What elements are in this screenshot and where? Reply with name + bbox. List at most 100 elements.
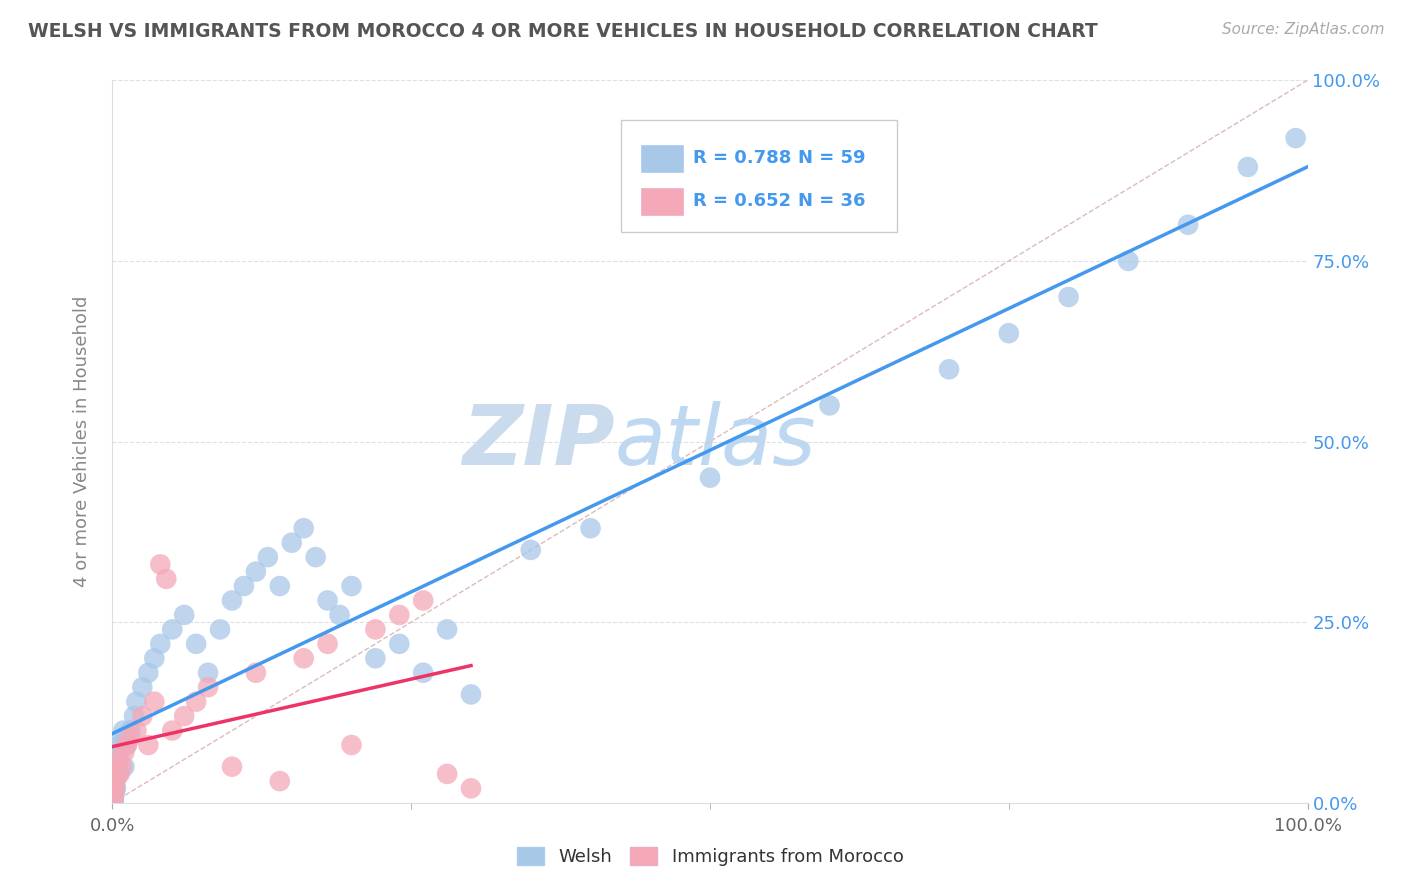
Point <box>412 593 434 607</box>
Point <box>1177 218 1199 232</box>
Point <box>120 731 142 745</box>
Point <box>114 745 135 759</box>
Point <box>103 789 125 803</box>
Point <box>412 665 434 680</box>
Point <box>197 680 219 694</box>
Point <box>105 760 128 774</box>
Text: N = 36: N = 36 <box>799 193 866 211</box>
Point <box>388 607 411 622</box>
Point <box>110 738 132 752</box>
Point <box>364 623 387 637</box>
Point <box>115 738 138 752</box>
Point <box>104 781 127 796</box>
Point <box>104 774 127 789</box>
Point <box>245 665 267 680</box>
Point <box>269 774 291 789</box>
Point <box>104 774 127 789</box>
Text: N = 59: N = 59 <box>799 149 866 167</box>
Point <box>316 593 339 607</box>
Point <box>120 723 142 738</box>
Point <box>209 623 232 637</box>
Point <box>108 745 131 759</box>
Point <box>221 593 243 607</box>
Legend: Welsh, Immigrants from Morocco: Welsh, Immigrants from Morocco <box>516 847 904 866</box>
Point <box>104 778 127 792</box>
Point <box>104 771 127 785</box>
Point <box>699 471 721 485</box>
Point <box>131 709 153 723</box>
Point <box>103 792 125 806</box>
Point <box>122 709 145 723</box>
Point <box>257 550 280 565</box>
Point <box>105 767 128 781</box>
Point <box>1118 253 1140 268</box>
Point <box>112 723 135 738</box>
Text: Source: ZipAtlas.com: Source: ZipAtlas.com <box>1222 22 1385 37</box>
Point <box>436 767 458 781</box>
Point <box>107 752 129 766</box>
Point <box>221 760 243 774</box>
Point <box>186 637 208 651</box>
Point <box>111 731 134 745</box>
Point <box>103 785 125 799</box>
Point <box>233 579 256 593</box>
Point <box>101 794 124 808</box>
Y-axis label: 4 or more Vehicles in Household: 4 or more Vehicles in Household <box>73 296 91 587</box>
Point <box>1057 290 1080 304</box>
Point <box>105 771 128 785</box>
Point <box>460 687 482 701</box>
Point <box>281 535 304 549</box>
Point <box>125 695 148 709</box>
Point <box>316 637 339 651</box>
Point <box>269 579 291 593</box>
Point <box>173 607 195 622</box>
Point <box>162 623 183 637</box>
Point <box>1285 131 1308 145</box>
Point <box>111 760 134 774</box>
Text: WELSH VS IMMIGRANTS FROM MOROCCO 4 OR MORE VEHICLES IN HOUSEHOLD CORRELATION CHA: WELSH VS IMMIGRANTS FROM MOROCCO 4 OR MO… <box>28 22 1098 41</box>
Point <box>103 789 125 803</box>
Point <box>115 738 138 752</box>
Point <box>143 651 166 665</box>
Point <box>186 695 208 709</box>
Point <box>155 572 177 586</box>
Point <box>101 792 124 806</box>
Point <box>125 723 148 738</box>
Text: R = 0.788: R = 0.788 <box>693 149 792 167</box>
Point <box>143 695 166 709</box>
Point <box>105 760 128 774</box>
Point <box>103 785 125 799</box>
Point <box>103 794 125 808</box>
Point <box>108 767 131 781</box>
Point <box>818 398 841 412</box>
Point <box>149 637 172 651</box>
Point <box>340 579 363 593</box>
Point <box>149 558 172 572</box>
Point <box>105 781 128 796</box>
Point <box>388 637 411 651</box>
Point <box>1237 160 1260 174</box>
Point <box>105 767 128 781</box>
Point <box>579 521 602 535</box>
Point <box>245 565 267 579</box>
Point <box>162 723 183 738</box>
Point <box>173 709 195 723</box>
Point <box>520 542 543 557</box>
Point <box>107 752 129 766</box>
Point <box>292 521 315 535</box>
Point <box>114 760 135 774</box>
Point <box>305 550 328 565</box>
Point <box>104 778 127 792</box>
Point <box>364 651 387 665</box>
Text: atlas: atlas <box>614 401 815 482</box>
Point <box>998 326 1021 341</box>
Point <box>292 651 315 665</box>
Text: ZIP: ZIP <box>461 401 614 482</box>
Point <box>329 607 352 622</box>
Point <box>460 781 482 796</box>
Point <box>131 680 153 694</box>
Point <box>138 738 160 752</box>
Text: R = 0.652: R = 0.652 <box>693 193 790 211</box>
Point <box>107 767 129 781</box>
Point <box>938 362 960 376</box>
